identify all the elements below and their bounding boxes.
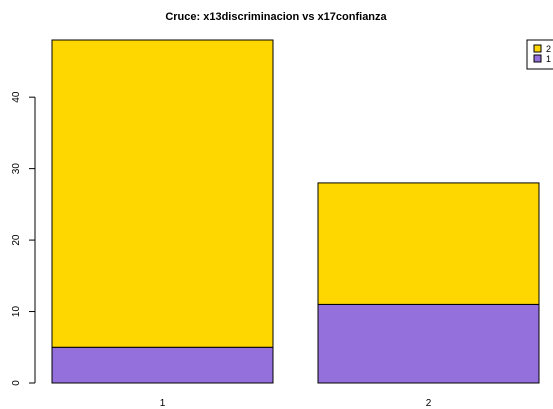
- y-tick-label: 10: [11, 306, 22, 318]
- bar-segment-cat1-series1: [51, 346, 274, 384]
- legend: 21: [526, 39, 553, 70]
- y-tick-label: 30: [11, 163, 22, 175]
- bar-segment-cat2-series2: [317, 182, 540, 305]
- legend-swatch: [533, 54, 542, 63]
- legend-swatch: [533, 44, 542, 53]
- bars: [51, 39, 540, 384]
- y-tick-label: 40: [11, 91, 22, 103]
- y-tick-label: 20: [11, 234, 22, 246]
- y-axis: 0 10 20 30 40: [11, 91, 36, 386]
- legend-label: 1: [546, 54, 551, 64]
- bar-segment-cat1-series2: [51, 39, 274, 348]
- x-tick-label: 2: [426, 398, 432, 409]
- y-tick-label: 0: [11, 380, 22, 386]
- bar-segment-cat2-series1: [317, 303, 540, 384]
- x-tick-label: 1: [160, 398, 166, 409]
- chart-title: Cruce: x13discriminacion vs x17confianza: [165, 11, 387, 23]
- legend-label: 2: [546, 44, 551, 54]
